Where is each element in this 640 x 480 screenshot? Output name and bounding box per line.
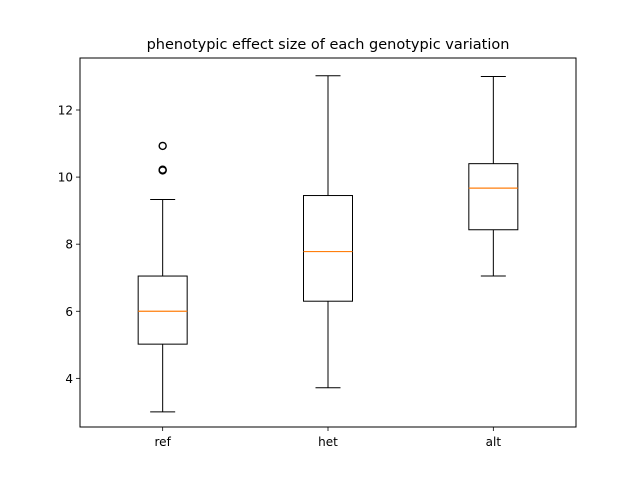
- outlier-ref-1: [158, 165, 167, 174]
- box-alt: [468, 163, 519, 231]
- box-ref: [137, 275, 188, 345]
- y-tick-label-6: 6: [65, 305, 73, 319]
- y-tick-label-10: 10: [58, 171, 73, 185]
- axes-frame: [79, 57, 577, 428]
- x-tick-label-het: het: [318, 435, 338, 449]
- box-het: [303, 195, 353, 302]
- y-tick-label-12: 12: [58, 103, 73, 117]
- chart-title: phenotypic effect size of each genotypic…: [147, 37, 510, 53]
- plot-area: 4 6 8 10 12 ref het alt: [58, 75, 519, 449]
- y-tick-label-8: 8: [65, 238, 73, 252]
- outlier-ref-2: [158, 141, 167, 151]
- y-tick-label-4: 4: [65, 372, 73, 386]
- x-tick-label-ref: ref: [155, 435, 172, 449]
- x-tick-label-alt: alt: [486, 435, 502, 449]
